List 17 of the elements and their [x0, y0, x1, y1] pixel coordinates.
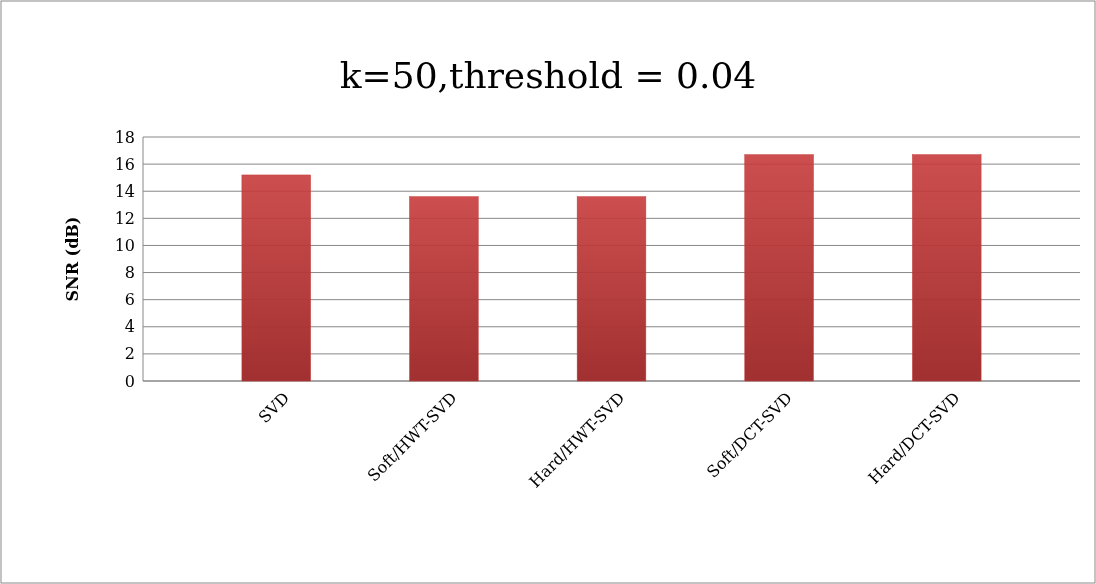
y-tick-label: 12: [114, 208, 135, 228]
bar: [912, 154, 982, 382]
y-tick-label: 14: [114, 181, 135, 201]
y-axis-title: SNR (dB): [63, 216, 82, 302]
y-tick-label: 18: [114, 127, 135, 147]
y-tick-label: 16: [114, 154, 135, 174]
y-tick-label: 2: [124, 344, 135, 364]
chart-title: k=50,threshold = 0.04: [339, 55, 757, 96]
bar: [744, 154, 814, 382]
y-tick-label: 0: [124, 371, 135, 391]
bar: [409, 196, 479, 382]
bar: [241, 174, 311, 382]
bar: [576, 196, 647, 382]
y-tick-label: 8: [124, 263, 135, 283]
y-tick-label: 10: [114, 236, 135, 256]
y-tick-label: 4: [124, 317, 135, 337]
y-tick-label: 6: [124, 290, 135, 310]
